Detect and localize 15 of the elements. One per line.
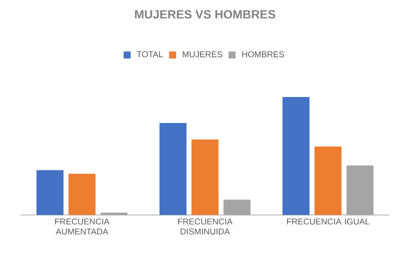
chart-title: MUJERES VS HOMBRES <box>135 10 276 19</box>
bar <box>192 139 218 215</box>
bar <box>224 200 250 215</box>
legend-label: HOMBRES <box>242 51 284 58</box>
bar <box>160 122 186 215</box>
legend-label: TOTAL <box>136 51 163 58</box>
legend-label: MUJERES <box>182 51 222 58</box>
x-tick-label: FRECUENCIA DISMINUIDA <box>178 218 232 234</box>
bar <box>68 174 96 215</box>
bar <box>314 146 342 215</box>
bar <box>346 165 374 215</box>
x-tick-label: FRECUENCIA IGUAL <box>287 218 370 225</box>
bar <box>282 97 310 215</box>
bar <box>36 170 64 215</box>
x-tick-label: FRECUENCIA AUMENTADA <box>55 218 110 234</box>
